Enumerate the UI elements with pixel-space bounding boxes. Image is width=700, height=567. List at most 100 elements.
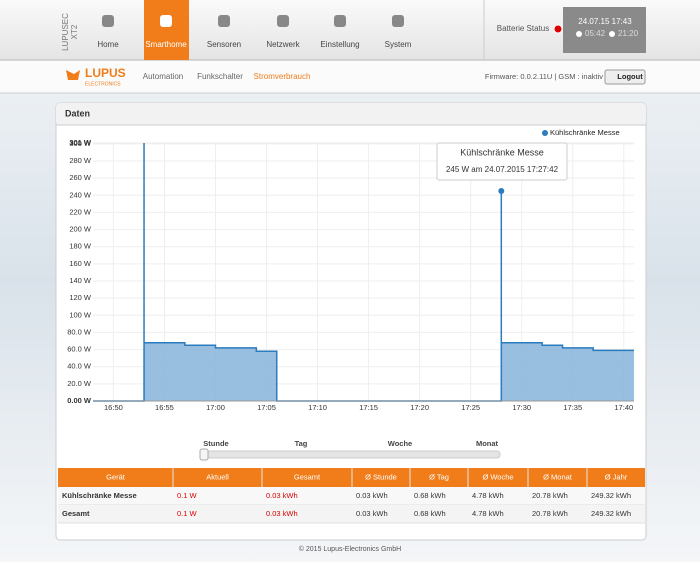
legend-marker [542, 130, 548, 136]
y-tick-label: 300 W [69, 139, 92, 148]
subnav-link[interactable]: Funkschalter [197, 72, 243, 81]
nav-item[interactable]: System [385, 40, 412, 49]
y-tick-label: 160 W [69, 259, 92, 268]
table-header-cell: Ø Stunde [365, 472, 397, 481]
table-cell: 0.68 kWh [414, 509, 446, 518]
clock: 24.07.15 17:43 [578, 17, 632, 26]
footer: © 2015 Lupus-Electronics GmbH [299, 545, 401, 553]
panel-header [56, 103, 646, 125]
x-tick-label: 16:50 [104, 403, 123, 412]
table-cell: 20.78 kWh [532, 509, 568, 518]
table-cell: 249.32 kWh [591, 509, 631, 518]
y-tick-label: 220 W [69, 207, 92, 216]
table-cell: 4.78 kWh [472, 491, 504, 500]
x-tick-label: 17:10 [308, 403, 327, 412]
table-cell: Gesamt [62, 509, 90, 518]
logo: LUPUS [85, 66, 126, 80]
range-option[interactable]: Tag [295, 439, 308, 448]
range-option[interactable]: Stunde [203, 439, 228, 448]
table-cell: 0.03 kWh [266, 509, 298, 518]
y-tick-label: 100 W [69, 310, 92, 319]
sub-bar [0, 61, 700, 93]
y-tick-label: 280 W [69, 156, 92, 165]
y-tick-label: 20.0 W [67, 379, 92, 388]
table-cell: 249.32 kWh [591, 491, 631, 500]
y-tick-label: 180 W [69, 242, 92, 251]
y-tick-label: 80.0 W [67, 327, 92, 336]
nav-icon[interactable] [102, 15, 114, 27]
tooltip-title: Kühlschränke Messe [460, 147, 544, 157]
table-cell: 0.68 kWh [414, 491, 446, 500]
y-tick-label: 0.00 W [67, 396, 92, 405]
nav-icon[interactable] [392, 15, 404, 27]
y-tick-label: 240 W [69, 190, 92, 199]
x-tick-label: 17:15 [359, 403, 378, 412]
nav-icon[interactable] [334, 15, 346, 27]
logo-sub: ELECTRONICS [85, 81, 121, 87]
nav-item[interactable]: Home [97, 40, 119, 49]
table-cell: 0.03 kWh [356, 509, 388, 518]
x-tick-label: 17:40 [614, 403, 633, 412]
battery-label: Batterie Status [497, 24, 549, 33]
logout-button[interactable] [604, 69, 646, 85]
clock-box [563, 7, 646, 53]
nav-icon[interactable] [277, 15, 289, 27]
logo-icon [66, 70, 80, 80]
table-cell: 20.78 kWh [532, 491, 568, 500]
table-row [58, 487, 645, 505]
x-tick-label: 17:35 [563, 403, 582, 412]
range-option[interactable]: Monat [476, 439, 499, 448]
nav-item[interactable]: Netzwerk [266, 40, 300, 49]
highlight-point [498, 188, 505, 194]
panel-title: Daten [65, 108, 90, 118]
table-header-cell: Ø Tag [429, 472, 449, 481]
table-cell: 0.1 W [177, 509, 198, 518]
table-cell: 4.78 kWh [472, 509, 504, 518]
x-tick-label: 17:25 [461, 403, 480, 412]
subnav-link[interactable]: Automation [143, 72, 183, 81]
line [93, 143, 634, 402]
battery-indicator [553, 24, 563, 34]
table-header-cell: Ø Woche [482, 472, 513, 481]
area [93, 143, 634, 401]
nav-item[interactable]: Sensoren [207, 40, 241, 49]
legend-label: Kühlschränke Messe [550, 128, 620, 137]
firmware: Firmware: 0.0.2.11U | GSM : inaktiv [485, 72, 603, 81]
range-slider[interactable] [199, 450, 501, 459]
table-header-cell: Gesamt [294, 472, 321, 481]
moon-icon [609, 31, 615, 37]
table-header-cell: Ø Jahr [605, 472, 628, 481]
subnav-link[interactable]: Stromverbrauch [254, 72, 311, 81]
table-cell: 0.03 kWh [356, 491, 388, 500]
tooltip-text: 245 W am 24.07.2015 17:27:42 [446, 165, 559, 174]
sun-icon [576, 31, 582, 37]
x-tick-label: 17:00 [206, 403, 225, 412]
nav-icon[interactable] [160, 15, 172, 27]
range-option[interactable]: Woche [388, 439, 412, 448]
y-tick-label: 260 W [69, 173, 92, 182]
x-tick-label: 17:30 [512, 403, 531, 412]
nav-icon[interactable] [218, 15, 230, 27]
y-tick-label: 40.0 W [67, 362, 92, 371]
y-tick-label: 60.0 W [67, 345, 92, 354]
nav-active [144, 0, 189, 60]
y-tick-label: 120 W [69, 293, 92, 302]
nav-item[interactable]: Einstellung [320, 40, 359, 49]
nav-item[interactable]: Smarthome [145, 40, 187, 49]
y-tick-label: 301 W [69, 138, 92, 147]
table-cell: 0.1 W [177, 491, 198, 500]
brand: LUPUSEC [61, 13, 70, 51]
table-cell: Kühlschränke Messe [62, 491, 137, 500]
slider-handle[interactable] [199, 448, 209, 461]
sunset: 21:20 [618, 29, 639, 38]
y-tick-label: 140 W [69, 276, 92, 285]
tooltip [436, 142, 568, 181]
table-cell: 0.03 kWh [266, 491, 298, 500]
y-tick-label: 200 W [69, 225, 92, 234]
logout[interactable]: Logout [617, 72, 643, 81]
sunrise: 05:42 [585, 29, 606, 38]
x-tick-label: 16:55 [155, 403, 174, 412]
table-header-cell: Ø Monat [543, 472, 573, 481]
